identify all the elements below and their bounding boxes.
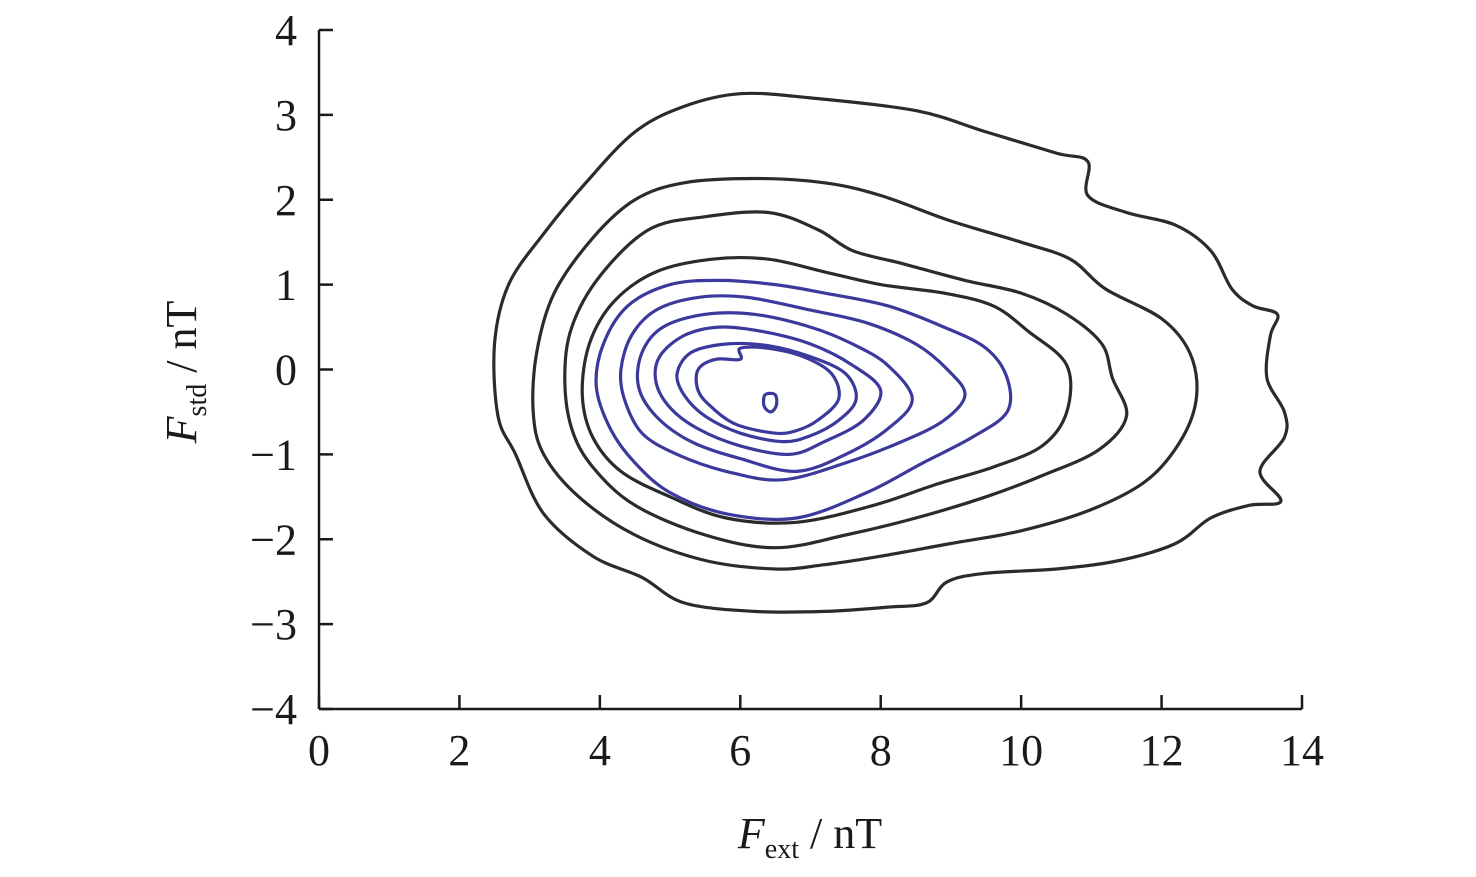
y-tick-label: 3 [275, 91, 297, 140]
contour-line [580, 255, 1073, 525]
x-axis-label-unit: / nT [799, 809, 882, 858]
contour-line [618, 294, 967, 482]
x-tick-label: 12 [1140, 726, 1184, 775]
contours-layer [492, 91, 1289, 614]
x-tick-label: 0 [308, 726, 330, 775]
y-tick-label: −3 [250, 600, 297, 649]
x-tick-label: 14 [1280, 726, 1324, 775]
contour-line [761, 391, 779, 414]
x-tick-label: 4 [589, 726, 611, 775]
contour-line [531, 176, 1199, 571]
y-axis-label-unit: / nT [157, 301, 206, 384]
contour-line [653, 325, 883, 457]
x-tick-label: 2 [448, 726, 470, 775]
y-tick-label: 0 [275, 346, 297, 395]
y-tick-label: 1 [275, 261, 297, 310]
y-ticks: −4 −3 −2 −1 0 1 2 3 4 [250, 6, 333, 734]
y-tick-label: 4 [275, 6, 297, 55]
contour-line [675, 341, 858, 444]
contour-line [492, 91, 1289, 614]
y-axis-label-subscript: std [182, 384, 213, 417]
y-axis-label-symbol: F [157, 415, 206, 444]
contour-line [694, 345, 841, 436]
x-axis-label: Fext / nT [737, 809, 882, 865]
contour-line [594, 278, 1013, 522]
y-axis-label: Fstd / nT [157, 301, 213, 445]
y-tick-label: −4 [250, 685, 297, 734]
y-tick-label: 2 [275, 176, 297, 225]
y-tick-label: −2 [250, 515, 297, 564]
x-axis-label-subscript: ext [765, 834, 799, 865]
x-tick-label: 8 [870, 726, 892, 775]
y-tick-label: −1 [250, 430, 297, 479]
axes-layer [317, 30, 1302, 711]
contour-line [635, 311, 914, 474]
x-axis-label-symbol: F [737, 809, 766, 858]
contour-line [563, 210, 1129, 550]
x-tick-label: 6 [729, 726, 751, 775]
x-ticks: 0 2 4 6 8 10 12 14 [308, 695, 1324, 775]
x-tick-label: 10 [999, 726, 1043, 775]
